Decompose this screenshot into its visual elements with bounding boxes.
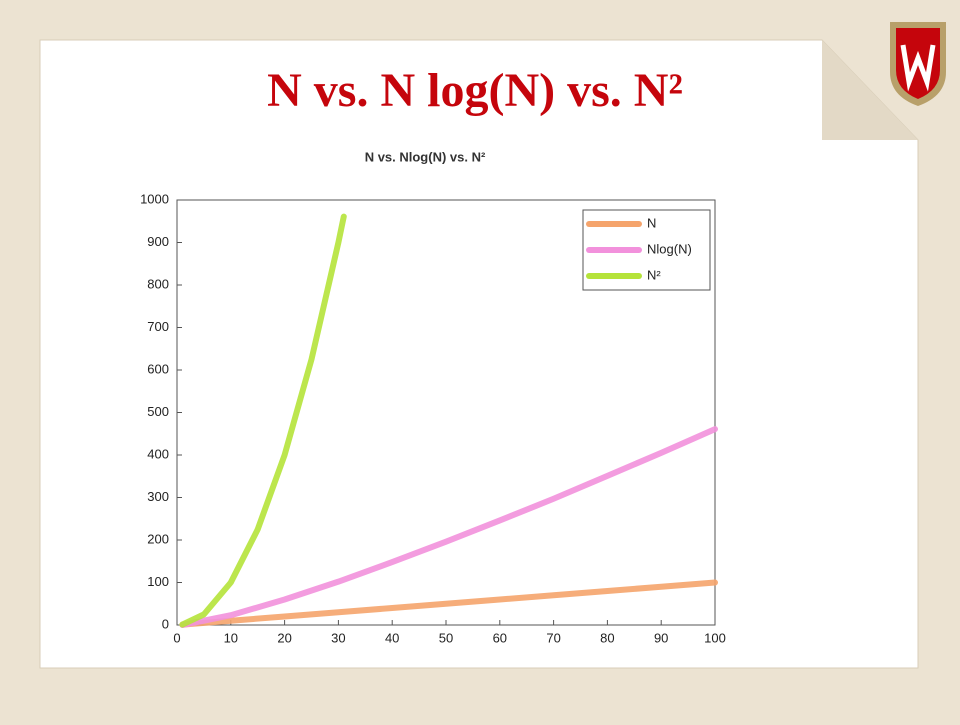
y-tick-label: 500 xyxy=(147,404,169,419)
y-tick-label: 400 xyxy=(147,446,169,461)
x-tick-label: 30 xyxy=(331,630,345,645)
y-tick-label: 0 xyxy=(162,616,169,631)
x-tick-label: 10 xyxy=(224,630,238,645)
legend-label: N xyxy=(647,215,656,230)
series-line xyxy=(179,426,718,628)
x-tick-label: 70 xyxy=(546,630,560,645)
y-tick-label: 200 xyxy=(147,531,169,546)
x-tick-label: 50 xyxy=(439,630,453,645)
y-tick-label: 900 xyxy=(147,234,169,249)
y-tick-label: 700 xyxy=(147,319,169,334)
y-tick-label: 1000 xyxy=(140,191,169,206)
y-tick-label: 600 xyxy=(147,361,169,376)
x-tick-label: 0 xyxy=(173,630,180,645)
x-tick-label: 100 xyxy=(704,630,726,645)
x-tick-label: 90 xyxy=(654,630,668,645)
y-tick-label: 300 xyxy=(147,489,169,504)
legend-label: Nlog(N) xyxy=(647,241,692,256)
y-tick-label: 100 xyxy=(147,574,169,589)
series-line xyxy=(179,213,347,628)
logo xyxy=(890,22,946,106)
x-tick-label: 80 xyxy=(600,630,614,645)
chart-title: N vs. Nlog(N) vs. N² xyxy=(365,149,486,164)
y-tick-label: 800 xyxy=(147,276,169,291)
x-tick-label: 60 xyxy=(493,630,507,645)
slide-title: N vs. N log(N) vs. N² xyxy=(267,64,683,117)
slide-panel xyxy=(39,39,919,669)
series-line xyxy=(179,579,718,628)
x-tick-label: 40 xyxy=(385,630,399,645)
folded-corner xyxy=(822,40,918,140)
legend-label: N² xyxy=(647,267,661,282)
x-tick-label: 20 xyxy=(277,630,291,645)
